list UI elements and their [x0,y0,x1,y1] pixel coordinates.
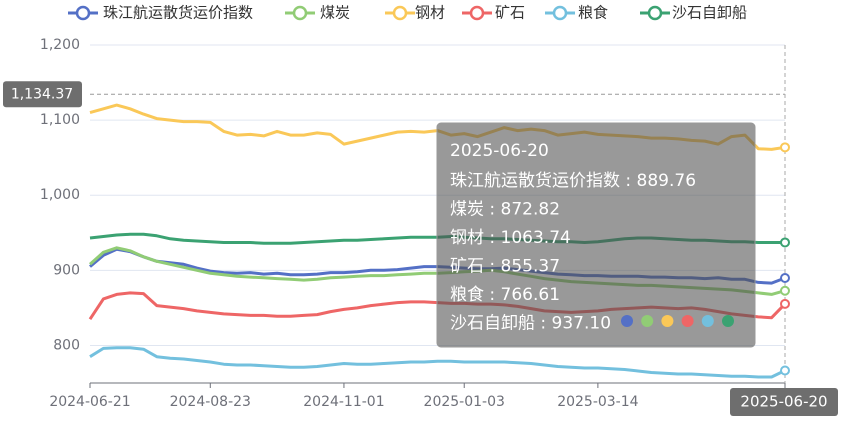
tooltip-sep: : [484,257,501,277]
tooltip-dot [641,315,654,327]
tooltip-dot [701,315,714,327]
tooltip-value: 1063.74 [501,228,571,248]
tooltip-name: 煤炭 [450,200,484,220]
tooltip-dot [621,315,633,327]
y-tick-label: 900 [53,262,80,278]
tooltip-title: 2025-06-20 [450,141,549,161]
tooltip-row: 沙石自卸船 : 937.10 [450,314,611,334]
tooltip-name: 珠江航运散货运价指数 [450,171,620,191]
tooltip-value: 766.61 [501,285,560,305]
tooltip-value: 855.37 [501,257,560,277]
x-pointer-label: 2025-06-20 [740,393,827,411]
tooltip-dot [661,315,674,327]
tooltip-name: 矿石 [450,257,484,277]
tooltip-row: 珠江航运散货运价指数 : 889.76 [450,171,696,191]
y-tick-label: 1,100 [40,112,80,128]
tooltip-dot [722,315,734,327]
end-point [780,273,790,284]
tooltip-sep: : [484,200,501,220]
tooltip-value: 937.10 [552,314,611,334]
tooltip-value: 872.82 [501,200,560,220]
end-point [780,237,790,248]
x-tick-label: 2024-11-01 [303,394,384,410]
legend-icon [469,5,485,21]
x-tick-label: 2025-03-14 [557,394,638,410]
tooltip-sep: : [535,314,552,334]
tooltip-row: 矿石 : 855.37 [450,257,560,277]
legend-label: 珠江航运散货运价指数 [103,4,253,22]
y-tick-label: 800 [53,337,80,353]
x-tick-label: 2024-08-23 [170,394,251,410]
x-pointer-label-box [730,388,838,416]
tooltip-row: 粮食 : 766.61 [450,285,560,305]
tooltip-sep: : [484,285,501,305]
series-line [89,346,786,379]
tooltip-sep: : [620,171,637,191]
legend-label: 粮食 [578,4,608,22]
end-point [780,142,790,153]
axis-pointer-label-box [3,81,82,108]
y-tick-label: 1,000 [40,187,80,203]
legend-icon [75,5,91,21]
legend-icon [392,5,408,21]
tooltip-name: 钢材 [450,228,484,248]
legend-label: 钢材 [415,4,445,22]
tooltip-name: 沙石自卸船 [450,314,535,334]
tooltip-row: 煤炭 : 872.82 [450,200,560,220]
tooltip-value: 889.76 [637,171,696,191]
legend-label: 沙石自卸船 [672,4,747,22]
end-point [780,365,790,376]
legend-icon [552,5,568,21]
end-point [780,285,790,296]
legend-label: 煤炭 [320,4,350,22]
legend-icon [292,5,308,21]
x-tick-label: 2024-06-21 [49,394,130,410]
tooltip-name: 粮食 [450,285,484,305]
legend-icon [647,5,663,21]
axis-pointer-label: 1,134.37 [11,86,73,102]
x-tick-label: 2025-01-03 [424,394,505,410]
tooltip-dot [681,315,694,327]
tooltip-row: 钢材 : 1063.74 [450,228,571,248]
end-point [780,298,790,309]
legend-label: 矿石 [495,4,525,22]
y-tick-label: 1,200 [40,37,80,53]
tooltip-sep: : [484,228,501,248]
tooltip [436,122,756,348]
